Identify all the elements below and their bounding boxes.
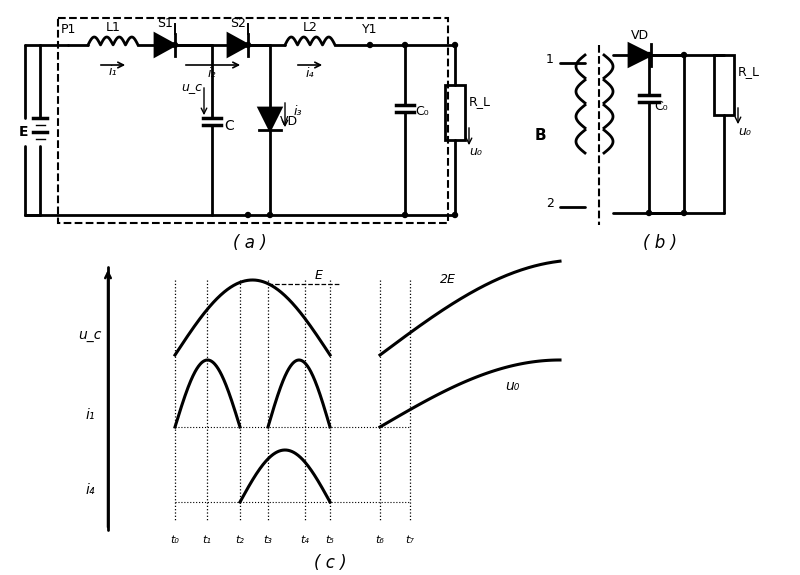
Text: i₂: i₂ bbox=[207, 67, 216, 80]
Text: VD: VD bbox=[280, 115, 298, 128]
Text: t₄: t₄ bbox=[301, 535, 310, 545]
Text: u_c: u_c bbox=[182, 80, 202, 93]
Circle shape bbox=[682, 210, 686, 216]
Text: u₀: u₀ bbox=[505, 379, 519, 393]
Text: R_L: R_L bbox=[469, 95, 491, 108]
Text: C₀: C₀ bbox=[415, 105, 429, 118]
Circle shape bbox=[402, 213, 407, 217]
Circle shape bbox=[173, 43, 178, 48]
Text: u₀: u₀ bbox=[738, 125, 751, 138]
Text: t₁: t₁ bbox=[202, 535, 211, 545]
Text: i₄: i₄ bbox=[86, 483, 94, 497]
Text: t₀: t₀ bbox=[170, 535, 179, 545]
Text: C: C bbox=[224, 119, 234, 133]
Text: Y1: Y1 bbox=[362, 23, 378, 36]
Text: C₀: C₀ bbox=[654, 100, 668, 113]
Text: R_L: R_L bbox=[738, 65, 760, 78]
Polygon shape bbox=[228, 34, 248, 56]
Circle shape bbox=[453, 43, 458, 48]
Text: VD: VD bbox=[631, 29, 649, 42]
Text: ( b ): ( b ) bbox=[643, 234, 677, 252]
Polygon shape bbox=[629, 44, 651, 66]
Text: ( a ): ( a ) bbox=[233, 234, 267, 252]
Polygon shape bbox=[155, 34, 175, 56]
Text: t₃: t₃ bbox=[263, 535, 273, 545]
Text: 2: 2 bbox=[546, 197, 554, 210]
Text: t₅: t₅ bbox=[326, 535, 334, 545]
Text: E: E bbox=[18, 125, 28, 139]
Text: u₀: u₀ bbox=[469, 145, 482, 158]
Bar bbox=[58, 18, 448, 223]
Text: i₁: i₁ bbox=[109, 65, 118, 78]
Circle shape bbox=[402, 43, 407, 48]
Text: i₁: i₁ bbox=[86, 408, 94, 422]
Text: t₆: t₆ bbox=[375, 535, 385, 545]
Text: B: B bbox=[534, 128, 546, 143]
Circle shape bbox=[453, 213, 458, 217]
Circle shape bbox=[646, 52, 651, 58]
Text: P1: P1 bbox=[60, 23, 76, 36]
Text: L1: L1 bbox=[106, 21, 121, 34]
Bar bbox=[445, 85, 465, 140]
Text: t₇: t₇ bbox=[406, 535, 414, 545]
Text: 2E: 2E bbox=[440, 273, 456, 286]
Circle shape bbox=[246, 43, 250, 48]
Text: E: E bbox=[315, 269, 323, 282]
Text: 1: 1 bbox=[546, 53, 554, 66]
Text: i₄: i₄ bbox=[306, 67, 314, 80]
Text: t₂: t₂ bbox=[235, 535, 245, 545]
Text: u_c: u_c bbox=[78, 328, 102, 342]
Bar bbox=[714, 55, 734, 115]
Circle shape bbox=[646, 210, 651, 216]
Text: S2: S2 bbox=[230, 17, 246, 30]
Circle shape bbox=[246, 213, 250, 217]
Text: L2: L2 bbox=[302, 21, 318, 34]
Circle shape bbox=[682, 52, 686, 58]
Text: S1: S1 bbox=[157, 17, 173, 30]
Text: ( c ): ( c ) bbox=[314, 554, 346, 572]
Circle shape bbox=[267, 213, 273, 217]
Text: i₃: i₃ bbox=[294, 105, 302, 118]
Circle shape bbox=[367, 43, 373, 48]
Polygon shape bbox=[259, 108, 281, 130]
